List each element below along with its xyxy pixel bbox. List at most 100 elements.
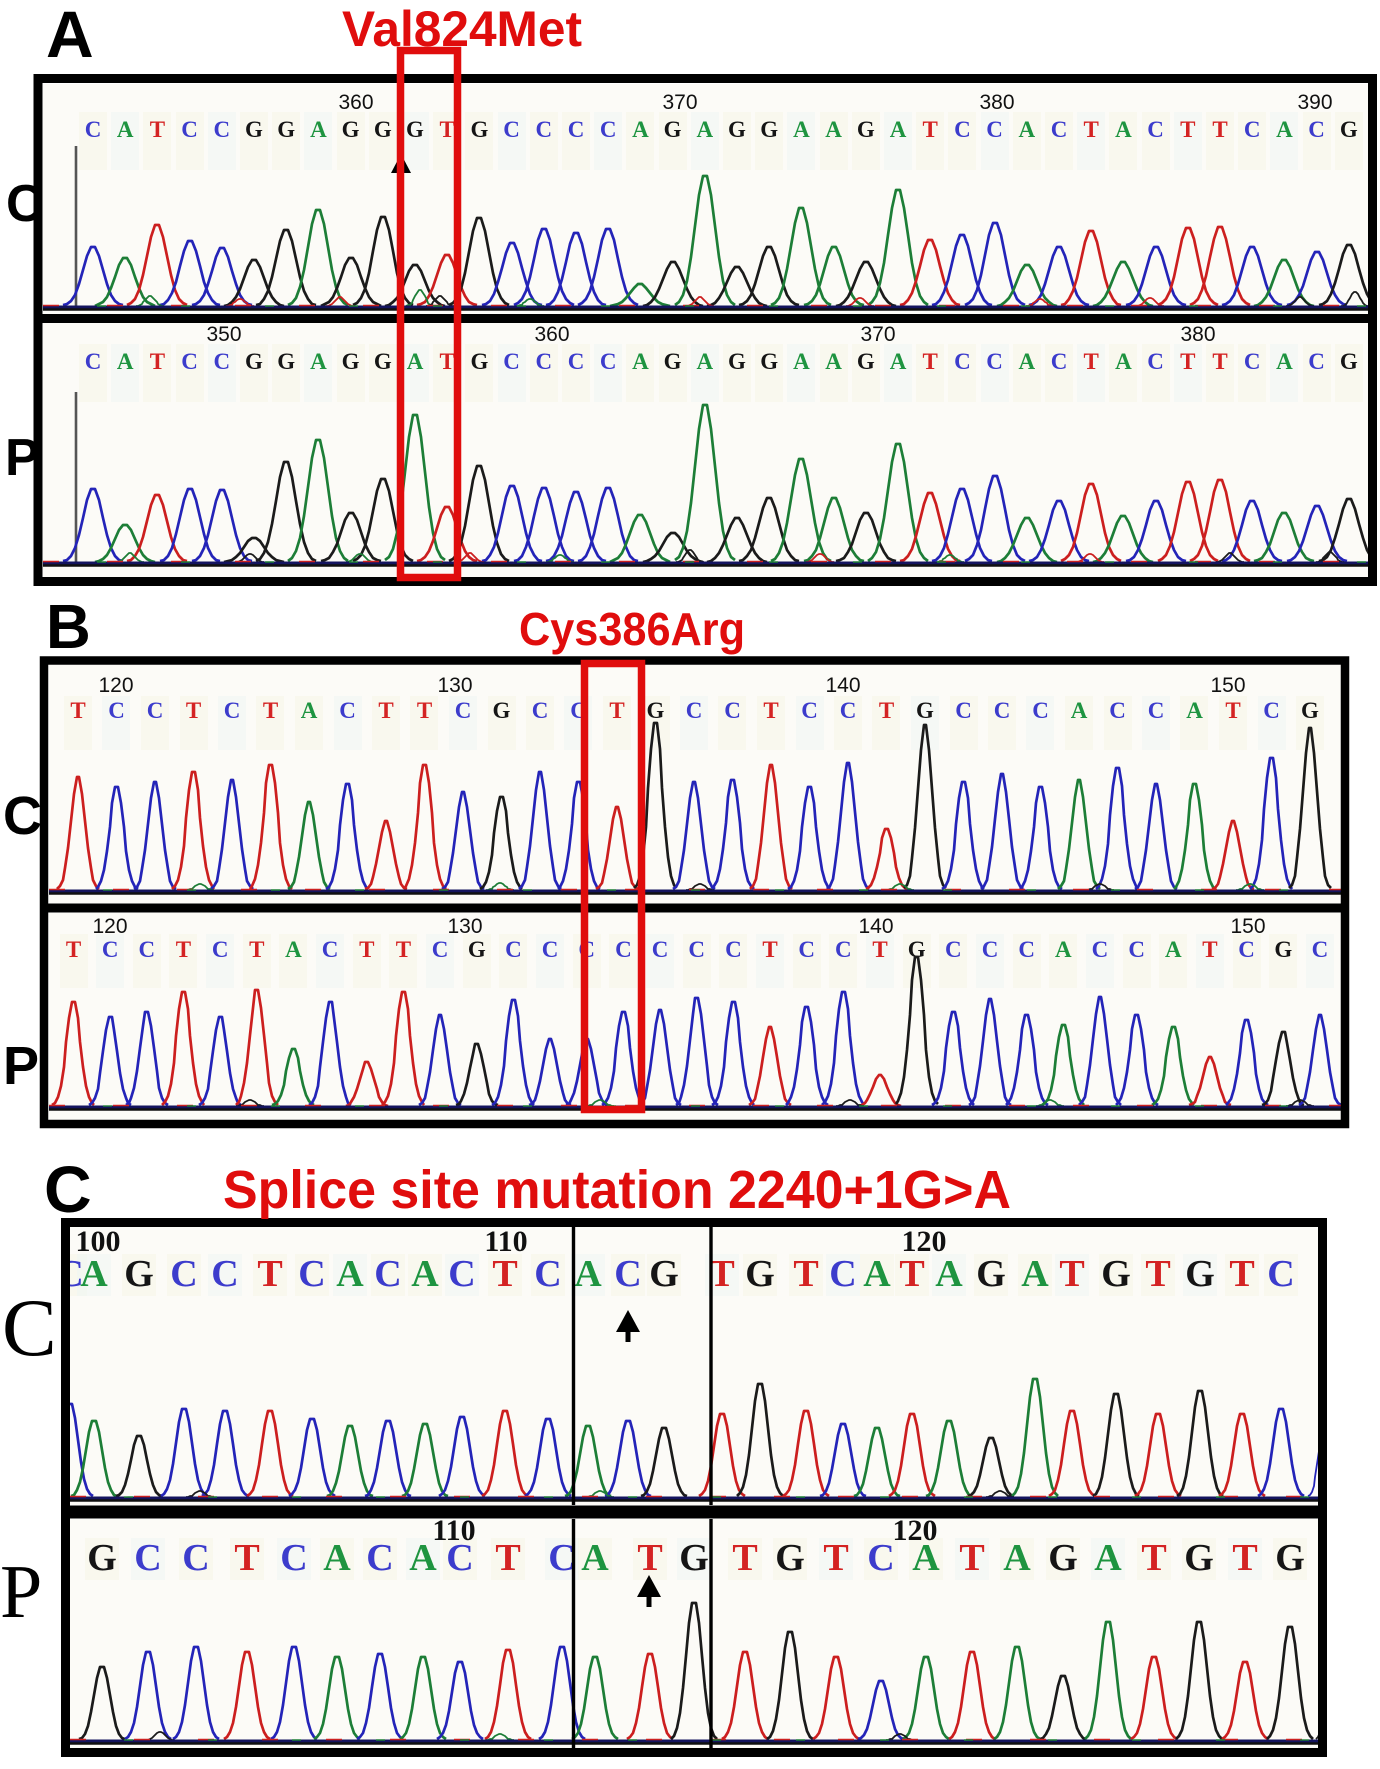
svg-text:C: C (840, 698, 857, 723)
svg-text:A: A (696, 117, 713, 142)
svg-text:G: G (679, 1537, 709, 1579)
svg-text:G: G (1275, 1537, 1305, 1579)
svg-text:110: 110 (484, 1225, 527, 1258)
svg-text:A: A (935, 1253, 963, 1295)
svg-text:C: C (213, 117, 230, 142)
svg-text:A: A (890, 349, 907, 374)
svg-text:C: C (1244, 117, 1261, 142)
svg-text:C: C (725, 937, 742, 962)
svg-text:120: 120 (98, 674, 133, 697)
svg-text:C: C (867, 1537, 894, 1579)
svg-text:T: T (417, 698, 432, 723)
svg-text:C: C (835, 937, 852, 962)
svg-text:G: G (1101, 1253, 1131, 1295)
svg-text:C: C (1238, 937, 1255, 962)
svg-text:C: C (986, 349, 1003, 374)
svg-text:G: G (374, 117, 392, 142)
svg-text:A: A (1186, 698, 1203, 723)
svg-text:T: T (1232, 1537, 1257, 1579)
svg-text:T: T (1059, 1253, 1084, 1295)
svg-text:A: A (285, 937, 302, 962)
svg-text:T: T (923, 117, 938, 142)
svg-text:C: C (1092, 937, 1109, 962)
svg-text:C: C (600, 349, 617, 374)
svg-text:T: T (923, 349, 938, 374)
svg-text:T: T (440, 117, 455, 142)
svg-text:T: T (1202, 937, 1217, 962)
svg-text:C: C (686, 698, 703, 723)
svg-text:C: C (945, 937, 962, 962)
svg-text:G: G (468, 937, 486, 962)
svg-text:C: C (801, 698, 818, 723)
svg-text:G: G (124, 1253, 154, 1295)
svg-text:C: C (6, 175, 44, 233)
svg-text:A: A (1018, 349, 1035, 374)
svg-text:Splice site mutation 2240+1G>A: Splice site mutation 2240+1G>A (223, 1160, 1011, 1220)
svg-text:T: T (732, 1537, 757, 1579)
svg-text:C: C (955, 698, 972, 723)
svg-text:A: A (863, 1253, 891, 1295)
svg-text:T: T (1141, 1537, 1166, 1579)
svg-text:T: T (609, 698, 624, 723)
svg-text:100: 100 (76, 1225, 121, 1258)
svg-text:B: B (46, 593, 91, 662)
svg-text:T: T (440, 349, 455, 374)
svg-text:120: 120 (92, 915, 127, 938)
svg-text:A: A (1055, 937, 1072, 962)
svg-text:C: C (1244, 349, 1261, 374)
svg-text:C: C (535, 117, 552, 142)
svg-text:C: C (532, 698, 549, 723)
svg-text:T: T (176, 937, 191, 962)
svg-text:140: 140 (858, 915, 893, 938)
svg-text:C: C (568, 117, 585, 142)
svg-text:A: A (1021, 1253, 1049, 1295)
svg-text:A: A (632, 117, 649, 142)
svg-text:T: T (872, 937, 887, 962)
svg-text:C: C (548, 1537, 575, 1579)
svg-text:G: G (745, 1253, 775, 1295)
svg-text:T: T (492, 1253, 517, 1295)
svg-text:C: C (85, 349, 102, 374)
svg-text:A: A (117, 117, 134, 142)
svg-text:C: C (182, 1537, 209, 1579)
svg-text:C: C (298, 1253, 325, 1295)
svg-text:A: A (1276, 117, 1293, 142)
svg-text:C: C (503, 349, 520, 374)
svg-text:T: T (495, 1537, 520, 1579)
svg-text:A: A (793, 117, 810, 142)
svg-text:C: C (1032, 698, 1049, 723)
svg-text:P: P (3, 1036, 39, 1096)
svg-text:C: C (56, 1253, 83, 1295)
svg-text:T: T (1212, 117, 1227, 142)
svg-text:A: A (1003, 1537, 1031, 1579)
svg-text:C: C (1051, 117, 1068, 142)
svg-text:T: T (637, 1537, 662, 1579)
svg-text:T: T (1225, 698, 1240, 723)
svg-text:T: T (823, 1537, 848, 1579)
svg-text:T: T (959, 1537, 984, 1579)
svg-text:C: C (448, 1253, 475, 1295)
svg-text:T: T (709, 1253, 734, 1295)
svg-text:T: T (359, 937, 374, 962)
svg-text:A: A (1071, 698, 1088, 723)
svg-text:G: G (245, 117, 263, 142)
svg-text:C: C (211, 1253, 238, 1295)
svg-text:T: T (263, 698, 278, 723)
svg-text:A: A (1276, 349, 1293, 374)
svg-text:A: A (46, 0, 94, 71)
svg-text:C: C (1018, 937, 1035, 962)
svg-text:380: 380 (979, 91, 1014, 114)
svg-text:C: C (44, 1152, 92, 1226)
svg-text:C: C (1308, 349, 1325, 374)
svg-text:A: A (793, 349, 810, 374)
svg-text:C: C (982, 937, 999, 962)
svg-text:C: C (170, 1253, 197, 1295)
svg-text:G: G (760, 117, 778, 142)
svg-text:C: C (3, 786, 42, 846)
svg-text:C: C (688, 937, 705, 962)
svg-text:C: C (339, 698, 356, 723)
svg-text:Val824Met: Val824Met (342, 1, 582, 57)
svg-text:150: 150 (1230, 915, 1265, 938)
svg-text:T: T (899, 1253, 924, 1295)
svg-text:C: C (147, 698, 164, 723)
